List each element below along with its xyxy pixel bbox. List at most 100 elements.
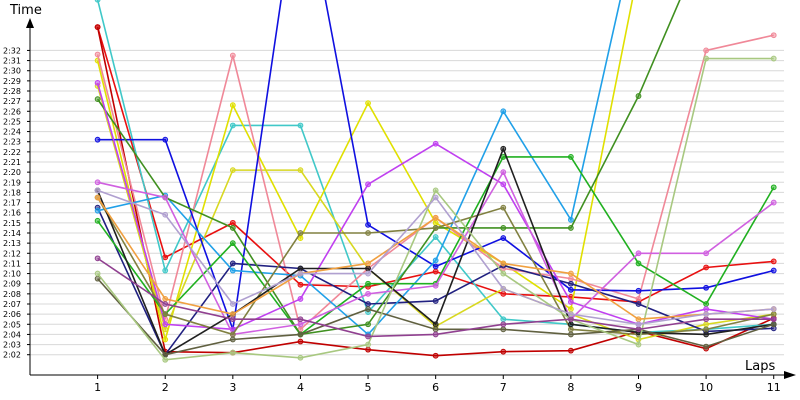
- y-tick-label: 2:27: [3, 97, 21, 106]
- point: [432, 352, 439, 359]
- point: [162, 326, 169, 333]
- point: [94, 187, 101, 194]
- x-tick-label: 8: [567, 381, 574, 394]
- y-tick-label: 2:17: [3, 199, 21, 208]
- point: [635, 341, 642, 348]
- y-tick-label: 2:32: [3, 46, 21, 55]
- point: [365, 280, 371, 287]
- point: [703, 306, 710, 312]
- y-tick-label: 2:12: [3, 249, 21, 258]
- point: [432, 326, 439, 333]
- point: [500, 270, 507, 277]
- point: [365, 270, 371, 277]
- point: [432, 282, 439, 289]
- point: [162, 296, 169, 302]
- point: [500, 260, 507, 267]
- x-tick-label: 10: [699, 381, 713, 394]
- point: [500, 108, 507, 115]
- point: [567, 316, 574, 323]
- point: [162, 356, 169, 363]
- point: [770, 306, 777, 312]
- point: [635, 93, 642, 99]
- point: [500, 225, 507, 231]
- point: [94, 79, 101, 86]
- point: [432, 214, 439, 221]
- point: [500, 285, 507, 292]
- point: [297, 316, 304, 323]
- point: [432, 225, 439, 231]
- series-line: [96, 0, 681, 336]
- point: [94, 270, 101, 277]
- point: [432, 194, 439, 201]
- y-tick-label: 2:26: [3, 107, 21, 116]
- x-tick-label: 1: [94, 381, 101, 394]
- point: [703, 250, 710, 257]
- point: [94, 194, 101, 201]
- point: [94, 0, 101, 3]
- point: [162, 194, 169, 201]
- y-tick-label: 2:03: [3, 341, 21, 350]
- point: [567, 280, 574, 287]
- point: [567, 225, 574, 231]
- point: [297, 270, 304, 277]
- point: [365, 181, 371, 188]
- point: [229, 219, 236, 226]
- point: [432, 268, 439, 275]
- point: [567, 306, 574, 312]
- x-tick-label: 5: [365, 381, 372, 394]
- point: [703, 331, 710, 338]
- point: [703, 264, 710, 271]
- point: [703, 321, 710, 328]
- point: [162, 254, 169, 261]
- point: [500, 145, 507, 152]
- point: [365, 230, 371, 236]
- point: [365, 100, 371, 107]
- y-tick-label: 2:11: [3, 259, 21, 268]
- point: [432, 219, 439, 226]
- x-axis-label: Laps: [745, 359, 775, 374]
- y-tick-label: 2:18: [3, 188, 21, 197]
- point: [500, 321, 507, 328]
- point: [432, 140, 439, 147]
- point: [365, 341, 371, 348]
- point: [567, 321, 574, 328]
- point: [162, 267, 169, 274]
- point: [500, 181, 507, 188]
- point: [432, 298, 439, 304]
- point: [229, 122, 236, 129]
- y-tick-label: 2:06: [3, 310, 21, 319]
- point: [229, 260, 236, 267]
- point: [567, 331, 574, 338]
- point: [770, 258, 777, 265]
- plot-area: [94, 0, 777, 363]
- point: [162, 321, 169, 328]
- point: [635, 321, 642, 328]
- y-axis-label: Time: [9, 3, 42, 18]
- point: [297, 265, 304, 272]
- y-tick-label: 2:29: [3, 77, 21, 86]
- point: [432, 321, 439, 328]
- point: [365, 306, 371, 312]
- point: [567, 216, 574, 223]
- point: [162, 301, 169, 307]
- point: [365, 290, 371, 297]
- y-tick-label: 2:08: [3, 290, 21, 299]
- y-tick-label: 2:07: [3, 300, 21, 309]
- point: [94, 255, 101, 262]
- point: [229, 225, 236, 231]
- point: [162, 311, 169, 318]
- point: [297, 354, 304, 361]
- point: [229, 52, 236, 59]
- y-tick-label: 2:22: [3, 148, 21, 157]
- point: [703, 343, 710, 350]
- point: [770, 311, 777, 318]
- point: [567, 154, 574, 160]
- y-tick-label: 2:19: [3, 178, 21, 187]
- point: [567, 311, 574, 318]
- point: [365, 301, 371, 307]
- point: [229, 336, 236, 343]
- grid: 2:022:03 2:042:052:062:072:082:092:10 2:11…: [3, 46, 784, 394]
- point: [567, 270, 574, 277]
- point: [635, 326, 642, 333]
